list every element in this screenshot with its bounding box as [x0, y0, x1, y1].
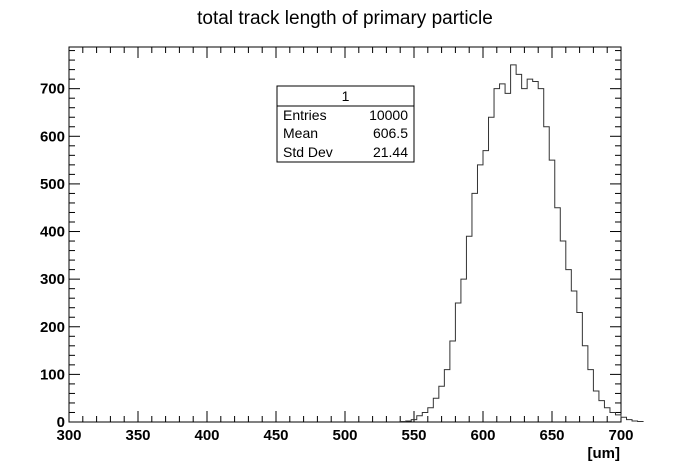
x-tick-label: 400 [194, 427, 219, 444]
x-tick-label: 300 [56, 427, 81, 444]
y-tick-label: 200 [40, 319, 65, 336]
x-tick-label: 350 [125, 427, 150, 444]
x-tick-label: 450 [263, 427, 288, 444]
y-tick-label: 300 [40, 271, 65, 288]
stats-box: 1 Entries 10000 Mean 606.5 Std Dev 21.44 [276, 85, 415, 163]
stats-entries-label: Entries [283, 107, 327, 123]
histogram-series-line [399, 64, 644, 423]
stats-box-frame [276, 85, 415, 163]
stats-entries-value: 10000 [369, 107, 408, 123]
stats-stddev-value: 21.44 [373, 144, 408, 160]
stats-mean-label: Mean [283, 125, 318, 141]
y-tick-label: 100 [40, 366, 65, 383]
tick-labels: 300 350 400 450 500 550 600 650 700 0 100 200 300 400… [40, 81, 634, 444]
y-tick-label: 400 [40, 224, 65, 241]
axis-ticks [68, 47, 622, 423]
y-tick-label: 700 [40, 81, 65, 98]
x-tick-label: 650 [539, 427, 564, 444]
x-tick-label: 550 [401, 427, 426, 444]
stats-box-name: 1 [342, 88, 350, 104]
stats-mean-value: 606.5 [373, 125, 408, 141]
chart-title: total track length of primary particle [197, 8, 493, 29]
stats-stddev-label: Std Dev [283, 144, 333, 160]
x-tick-label: 600 [470, 427, 495, 444]
y-tick-label: 600 [40, 128, 65, 145]
y-tick-label: 0 [57, 414, 65, 431]
x-tick-label: 500 [332, 427, 357, 444]
y-tick-label: 500 [40, 176, 65, 193]
x-axis-label: [um] [588, 445, 621, 462]
x-tick-label: 700 [608, 427, 633, 444]
